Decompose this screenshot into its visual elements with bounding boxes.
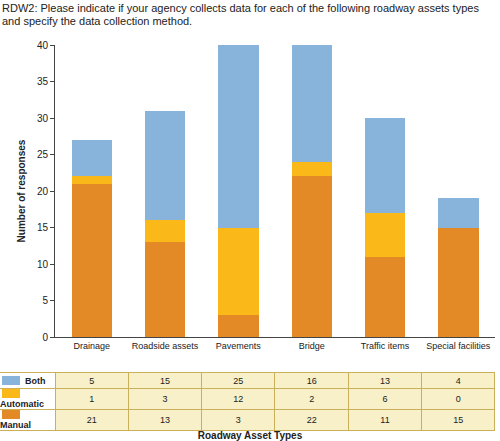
- html-text:RDW2: Please indicate if your: RDW2: Please indicate if your agency col…: [2, 2, 479, 27]
- html-text:16: 16: [306, 375, 317, 386]
- html-text:Roadway Asset Types: Roadway Asset Types: [197, 430, 303, 441]
- html-text:3: 3: [235, 415, 241, 425]
- svg-text:15: 15: [37, 222, 49, 233]
- svg-text:Number of responses: Number of responses: [16, 139, 27, 242]
- html-text:0: 0: [455, 394, 461, 404]
- html-text:11: 11: [380, 415, 390, 425]
- svg-text:5: 5: [42, 295, 48, 306]
- svg-text:35: 35: [37, 76, 49, 87]
- html-text:13: 13: [160, 415, 170, 425]
- html-text:1: 1: [89, 394, 95, 404]
- html-text:25: 25: [233, 375, 244, 386]
- svg-text:Roadside assets: Roadside assets: [132, 341, 199, 351]
- html-text:5: 5: [89, 375, 95, 386]
- html-text:Manual: Manual: [0, 420, 31, 430]
- html-text:21: 21: [86, 415, 97, 425]
- html-text:Automatic: Automatic: [0, 399, 44, 409]
- svg-text:25: 25: [37, 149, 49, 160]
- svg-text:Special facilities: Special facilities: [426, 341, 491, 351]
- html-text:13: 13: [380, 375, 390, 386]
- svg-text:20: 20: [37, 186, 49, 197]
- svg-text:Traffic items: Traffic items: [361, 341, 410, 351]
- svg-text:Bridge: Bridge: [299, 341, 325, 351]
- svg-text:10: 10: [37, 259, 49, 270]
- html-text:15: 15: [453, 415, 464, 425]
- html-text:Both: Both: [25, 375, 46, 386]
- html-text:3: 3: [162, 394, 168, 404]
- svg-text:Drainage: Drainage: [73, 341, 110, 351]
- html-text:4: 4: [455, 375, 461, 386]
- html-text:15: 15: [160, 375, 170, 386]
- html-text:22: 22: [306, 415, 317, 425]
- svg-text:0: 0: [42, 332, 48, 343]
- html-text:6: 6: [382, 394, 388, 404]
- html-text:12: 12: [233, 394, 244, 404]
- svg-text:Pavements: Pavements: [216, 341, 262, 351]
- svg-text:40: 40: [37, 40, 49, 51]
- html-text:2: 2: [309, 394, 315, 404]
- svg-text:30: 30: [37, 113, 49, 124]
